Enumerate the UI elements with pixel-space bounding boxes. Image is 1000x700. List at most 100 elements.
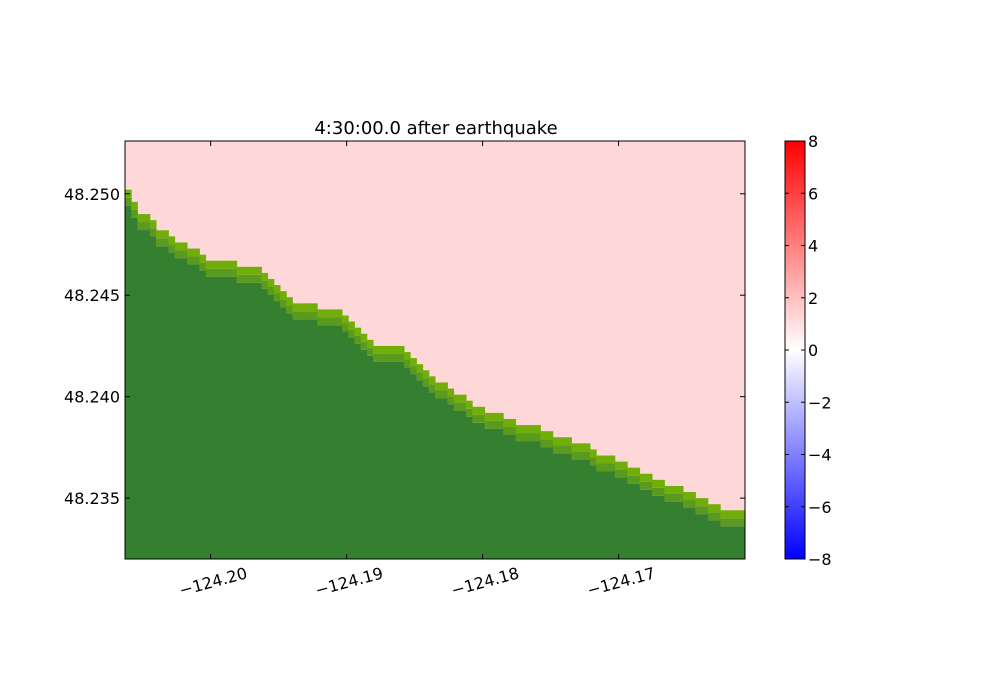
land-cell [329, 317, 337, 326]
land-cell [323, 325, 331, 559]
land-cell [211, 260, 219, 269]
land-cell [608, 455, 616, 464]
land-cell [720, 518, 727, 527]
land-cell [633, 467, 641, 476]
land-cell [162, 230, 169, 239]
land-cell [627, 475, 634, 484]
land-cell [590, 457, 597, 466]
land-cell [701, 498, 709, 507]
land-cell [218, 268, 225, 277]
land-cell [447, 388, 455, 397]
land-cell [292, 319, 300, 559]
land-cell [218, 260, 225, 269]
land-cell [447, 404, 455, 559]
land-cell [521, 433, 529, 442]
land-cell [664, 485, 672, 494]
land-cell [366, 347, 374, 356]
land-cell [441, 390, 448, 399]
land-cell [348, 321, 355, 330]
land-cell [577, 451, 585, 460]
land-cell [466, 416, 473, 559]
land-cell [521, 425, 529, 434]
land-cell [720, 526, 727, 559]
land-cell [304, 303, 312, 312]
land-cell [149, 220, 157, 229]
land-cell [546, 447, 554, 559]
land-cell [732, 510, 740, 519]
land-cell [453, 410, 461, 559]
land-cell [335, 309, 343, 318]
land-cell [676, 485, 684, 494]
land-cell [249, 274, 256, 283]
land-cell [404, 360, 411, 369]
land-cell [614, 477, 622, 559]
land-cell [292, 303, 300, 312]
land-cell [707, 504, 715, 513]
land-cell [404, 352, 411, 361]
land-cell [695, 514, 703, 559]
colorbar-gradient [785, 141, 805, 559]
land-cell [503, 418, 510, 427]
land-cell [211, 268, 219, 277]
land-cell [590, 465, 597, 559]
land-cell [335, 325, 343, 559]
land-cell [490, 412, 498, 421]
land-cell [273, 285, 281, 294]
land-cell [211, 276, 219, 559]
land-cell [571, 443, 579, 452]
land-cell [528, 425, 535, 434]
land-cell [280, 291, 287, 300]
land-cell [540, 431, 548, 440]
land-cell [503, 426, 510, 435]
land-cell [614, 469, 622, 478]
land-cell [652, 487, 659, 496]
colorbar-tick-label: −6 [808, 498, 832, 517]
land-cell [528, 441, 535, 559]
land-cell [348, 337, 355, 559]
land-cell [373, 361, 380, 559]
land-cell [583, 451, 591, 460]
land-cell [280, 307, 287, 559]
land-cell [180, 250, 188, 259]
land-cell [416, 372, 424, 381]
land-cell [596, 471, 603, 559]
land-cell [261, 272, 269, 281]
land-cell [366, 355, 374, 559]
land-cell [373, 345, 380, 354]
land-cell [224, 276, 231, 559]
land-cell [683, 492, 690, 501]
land-cell [633, 483, 641, 559]
land-cell [695, 498, 703, 507]
land-cell [410, 358, 417, 367]
land-cell [137, 214, 145, 223]
land-cell [652, 479, 659, 488]
land-cell [379, 345, 386, 354]
land-cell [224, 268, 231, 277]
colorbar-tick-label: 8 [808, 132, 818, 151]
land-cell [546, 439, 554, 448]
colorbar-tick-label: −4 [808, 446, 832, 465]
land-cell [286, 313, 293, 559]
land-cell [627, 483, 634, 559]
land-cell [360, 349, 368, 559]
land-cell [534, 425, 541, 434]
plot-area [125, 141, 745, 559]
land-cell [187, 256, 194, 265]
land-cell [236, 274, 244, 283]
land-cell [490, 428, 498, 559]
land-cell [509, 434, 517, 559]
land-cell [565, 445, 572, 454]
land-cell [385, 345, 393, 354]
land-cell [726, 510, 734, 519]
land-cell [639, 481, 647, 490]
land-cell [645, 481, 653, 490]
land-cell [162, 238, 169, 247]
colorbar-tick-label: 4 [808, 237, 818, 256]
land-cell [707, 520, 715, 559]
chart-title: 4:30:00.0 after earthquake [314, 118, 557, 139]
land-cell [726, 526, 734, 559]
land-cell [534, 441, 541, 559]
land-cell [267, 278, 275, 287]
land-cell [255, 266, 262, 275]
land-cell [242, 282, 250, 559]
